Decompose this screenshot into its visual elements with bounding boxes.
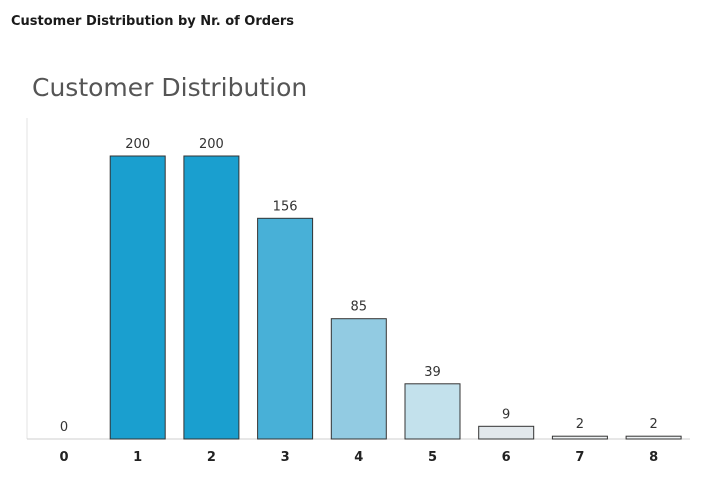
value-label-2: 200: [199, 137, 224, 152]
x-tick-label-5: 5: [428, 450, 437, 465]
x-tick-labels-layer: 0 1 2 3 4 5 6 7 8: [59, 450, 658, 465]
bar-4[interactable]: [330, 318, 387, 440]
value-label-1: 200: [125, 137, 150, 152]
x-tick-label-7: 7: [575, 450, 584, 465]
bar-6[interactable]: [478, 425, 535, 440]
value-labels-layer: 0 200 200 156 85 39 9 2 2: [60, 137, 658, 435]
x-tick-label-2: 2: [207, 450, 216, 465]
value-label-0: 0: [60, 420, 68, 435]
sheet-title: Customer Distribution by Nr. of Orders: [11, 14, 295, 29]
x-tick-label-0: 0: [59, 450, 68, 465]
value-label-3: 156: [273, 199, 298, 214]
bar-1[interactable]: [109, 155, 166, 440]
value-label-6: 9: [502, 407, 510, 422]
value-label-5: 39: [424, 365, 441, 380]
bar-7[interactable]: [551, 435, 608, 440]
bar-3[interactable]: [257, 217, 314, 440]
value-label-7: 2: [576, 417, 584, 432]
x-tick-label-6: 6: [502, 450, 511, 465]
x-tick-label-8: 8: [649, 450, 658, 465]
x-tick-label-3: 3: [281, 450, 290, 465]
bar-8[interactable]: [625, 435, 682, 440]
value-label-8: 2: [649, 417, 657, 432]
bar-2[interactable]: [183, 155, 240, 440]
value-label-4: 85: [351, 300, 368, 315]
x-tick-label-4: 4: [354, 450, 363, 465]
chart-title: Customer Distribution: [32, 73, 308, 102]
bars-layer: [109, 155, 682, 440]
x-tick-label-1: 1: [133, 450, 142, 465]
bar-5[interactable]: [404, 383, 461, 440]
